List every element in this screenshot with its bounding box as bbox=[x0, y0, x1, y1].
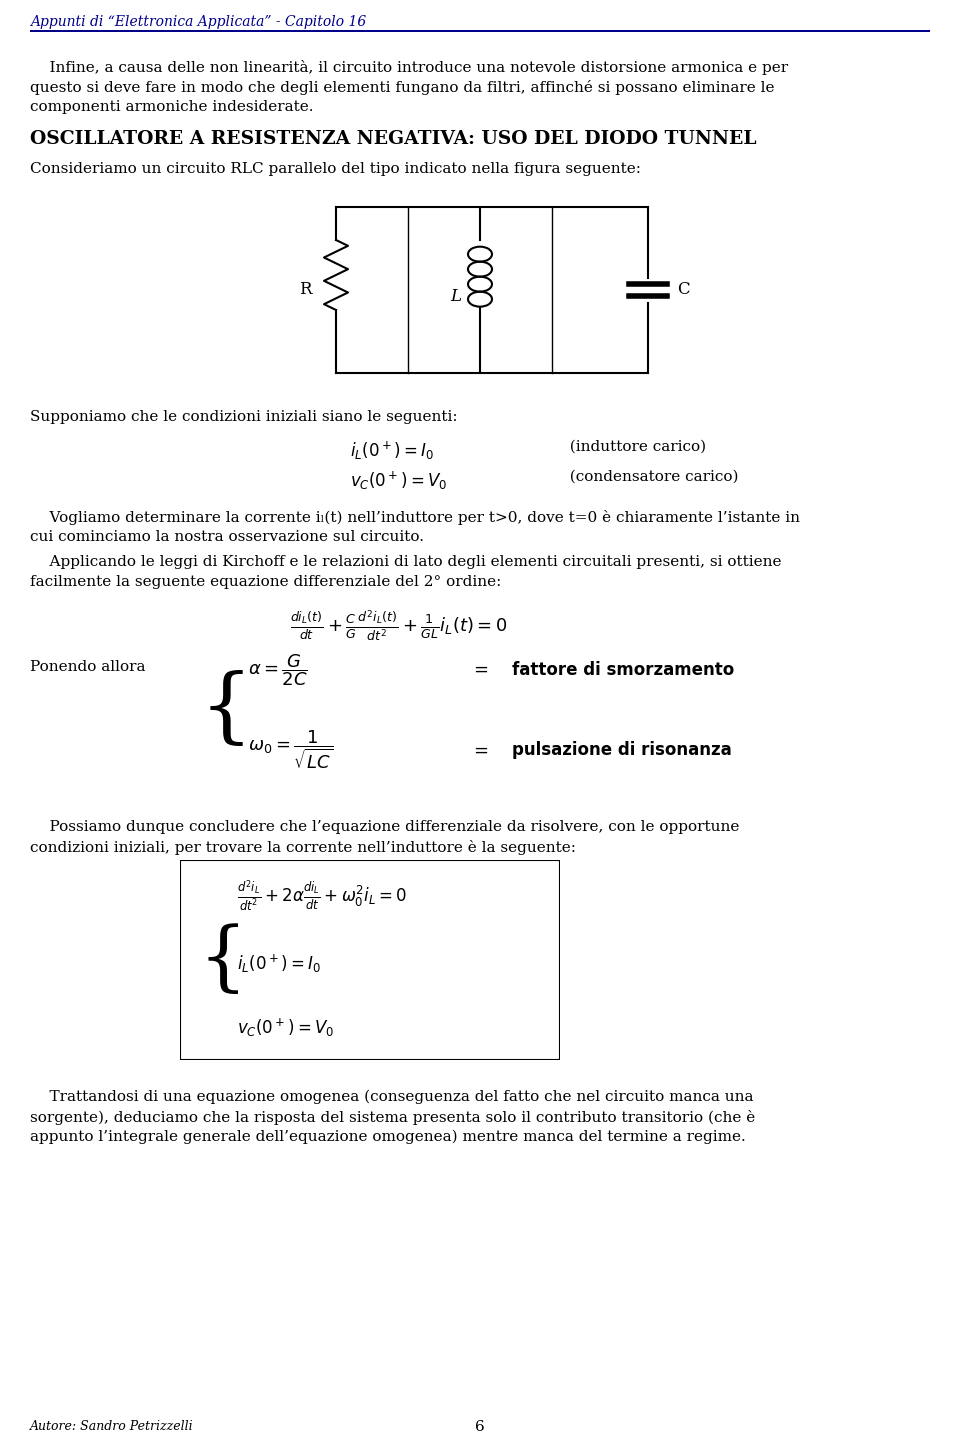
Text: cui cominciamo la nostra osservazione sul circuito.: cui cominciamo la nostra osservazione su… bbox=[30, 530, 424, 543]
Text: R: R bbox=[300, 281, 312, 298]
Text: $\omega_0 = \dfrac{1}{\sqrt{LC}}$: $\omega_0 = \dfrac{1}{\sqrt{LC}}$ bbox=[248, 729, 333, 771]
Text: $i_L(0^+) = I_0$: $i_L(0^+) = I_0$ bbox=[237, 953, 321, 975]
Text: pulsazione di risonanza: pulsazione di risonanza bbox=[512, 740, 732, 759]
Text: $v_C(0^+) = V_0$: $v_C(0^+) = V_0$ bbox=[237, 1017, 334, 1039]
Text: appunto l’integrale generale dell’equazione omogenea) mentre manca del termine a: appunto l’integrale generale dell’equazi… bbox=[30, 1130, 746, 1145]
FancyBboxPatch shape bbox=[180, 861, 560, 1061]
Text: questo si deve fare in modo che degli elementi fungano da filtri, affinché si po: questo si deve fare in modo che degli el… bbox=[30, 80, 775, 96]
Text: C: C bbox=[677, 281, 689, 298]
Text: $=$: $=$ bbox=[470, 740, 489, 759]
Text: $\frac{di_L(t)}{dt} + \frac{C}{G}\frac{d^2i_L(t)}{dt^2} + \frac{1}{GL}i_L(t) = 0: $\frac{di_L(t)}{dt} + \frac{C}{G}\frac{d… bbox=[290, 609, 508, 643]
Text: Vogliamo determinare la corrente iₗ(t) nell’induttore per t>0, dove t=0 è chiara: Vogliamo determinare la corrente iₗ(t) n… bbox=[30, 510, 800, 525]
Text: $\frac{d^2i_L}{dt^2} + 2\alpha\frac{di_L}{dt} + \omega_0^2 i_L = 0$: $\frac{d^2i_L}{dt^2} + 2\alpha\frac{di_L… bbox=[237, 878, 407, 913]
Text: Consideriamo un circuito RLC parallelo del tipo indicato nella figura seguente:: Consideriamo un circuito RLC parallelo d… bbox=[30, 162, 641, 175]
Text: $=$: $=$ bbox=[470, 661, 494, 680]
Text: (induttore carico): (induttore carico) bbox=[560, 440, 707, 454]
Text: Supponiamo che le condizioni iniziali siano le seguenti:: Supponiamo che le condizioni iniziali si… bbox=[30, 410, 458, 425]
Text: $\alpha = \dfrac{G}{2C}$: $\alpha = \dfrac{G}{2C}$ bbox=[248, 652, 308, 688]
Text: OSCILLATORE A RESISTENZA NEGATIVA: USO DEL DIODO TUNNEL: OSCILLATORE A RESISTENZA NEGATIVA: USO D… bbox=[30, 130, 756, 148]
Text: 6: 6 bbox=[475, 1420, 485, 1435]
Text: $v_C(0^+) = V_0$: $v_C(0^+) = V_0$ bbox=[350, 469, 447, 493]
Text: componenti armoniche indesiderate.: componenti armoniche indesiderate. bbox=[30, 100, 314, 114]
Text: Appunti di “Elettronica Applicata” - Capitolo 16: Appunti di “Elettronica Applicata” - Cap… bbox=[30, 14, 367, 29]
Text: Ponendo allora: Ponendo allora bbox=[30, 659, 146, 674]
Text: sorgente), deduciamo che la risposta del sistema presenta solo il contributo tra: sorgente), deduciamo che la risposta del… bbox=[30, 1110, 756, 1124]
Text: facilmente la seguente equazione differenziale del 2° ordine:: facilmente la seguente equazione differe… bbox=[30, 575, 501, 588]
Text: Trattandosi di una equazione omogenea (conseguenza del fatto che nel circuito ma: Trattandosi di una equazione omogenea (c… bbox=[30, 1090, 754, 1104]
Text: Possiamo dunque concludere che l’equazione differenziale da risolvere, con le op: Possiamo dunque concludere che l’equazio… bbox=[30, 820, 739, 835]
Text: Infine, a causa delle non linearità, il circuito introduce una notevole distorsi: Infine, a causa delle non linearità, il … bbox=[30, 59, 788, 75]
Text: {: { bbox=[200, 669, 253, 751]
Text: $i_L(0^+) = I_0$: $i_L(0^+) = I_0$ bbox=[350, 440, 434, 462]
Text: condizioni iniziali, per trovare la corrente nell’induttore è la seguente:: condizioni iniziali, per trovare la corr… bbox=[30, 840, 576, 855]
Text: Applicando le leggi di Kirchoff e le relazioni di lato degli elementi circuitali: Applicando le leggi di Kirchoff e le rel… bbox=[30, 555, 781, 569]
Text: {: { bbox=[199, 923, 248, 997]
Text: Autore: Sandro Petrizzelli: Autore: Sandro Petrizzelli bbox=[30, 1420, 194, 1433]
Text: fattore di smorzamento: fattore di smorzamento bbox=[512, 661, 734, 680]
Text: L: L bbox=[450, 288, 461, 306]
Text: (condensatore carico): (condensatore carico) bbox=[560, 469, 738, 484]
